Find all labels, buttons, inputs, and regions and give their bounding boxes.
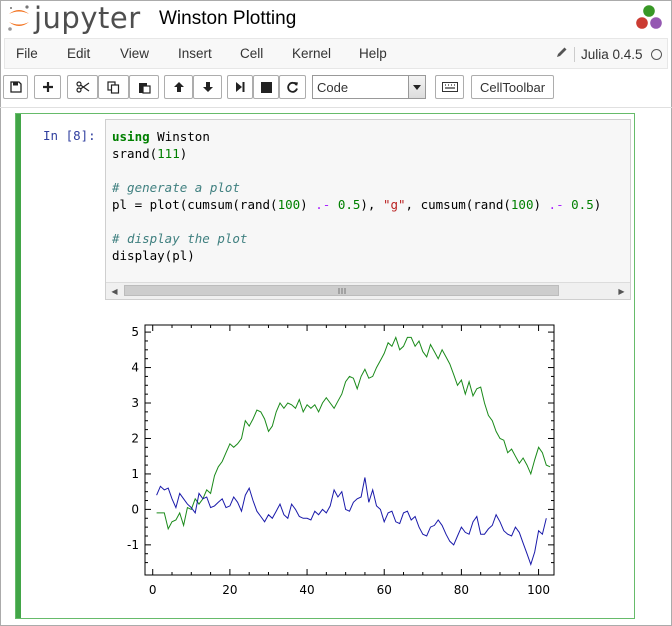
input-prompt: In [8]: — [43, 128, 96, 143]
kernel-idle-icon — [650, 48, 662, 60]
jupyter-logo-icon — [6, 3, 32, 33]
move-up-button[interactable] — [164, 75, 193, 99]
code-comment: # generate a plot — [112, 180, 240, 195]
cell-type-value: Code — [317, 80, 349, 95]
scissors-icon — [75, 81, 89, 93]
scrollbar-thumb[interactable] — [124, 285, 559, 296]
step-forward-icon — [236, 82, 245, 92]
y-tick-label: 1 — [131, 467, 139, 481]
plus-icon — [42, 82, 53, 92]
toolbar: Code CellToolbar — [0, 73, 672, 103]
chevron-down-icon — [408, 76, 425, 98]
x-tick-label: 20 — [222, 583, 237, 597]
x-tick-label: 100 — [527, 583, 550, 597]
copy-button[interactable] — [98, 75, 129, 99]
cell-edit-indicator — [16, 114, 21, 618]
restart-kernel-button[interactable] — [279, 75, 306, 99]
kernel-indicator: Julia 0.4.5 — [556, 45, 662, 63]
scroll-right-icon[interactable]: ▶ — [618, 286, 625, 296]
notebook-name[interactable]: Winston Plotting — [159, 8, 297, 29]
x-tick-label: 0 — [149, 583, 157, 597]
jupyter-logo[interactable]: jupyter — [6, 3, 141, 33]
code-keyword: using — [112, 129, 150, 144]
cut-button[interactable] — [67, 75, 98, 99]
move-down-button[interactable] — [193, 75, 222, 99]
y-tick-label: -1 — [127, 538, 139, 552]
code-comment: # display the plot — [112, 231, 248, 246]
horizontal-scrollbar[interactable]: ◀ ▶ — [106, 282, 630, 299]
code-line: display(pl) — [112, 248, 195, 263]
interrupt-kernel-button[interactable] — [253, 75, 279, 99]
refresh-icon — [287, 81, 298, 93]
arrow-down-icon — [202, 82, 213, 92]
y-tick-label: 0 — [131, 502, 139, 516]
copy-icon — [107, 80, 120, 94]
menu-file[interactable]: File — [16, 46, 38, 61]
arrow-up-icon — [173, 82, 184, 92]
cell-type-select[interactable]: Code — [312, 75, 426, 99]
run-cell-button[interactable] — [227, 75, 253, 99]
menu-cell[interactable]: Cell — [240, 46, 264, 61]
logo-text: jupyter — [34, 1, 141, 35]
insert-cell-button[interactable] — [34, 75, 61, 99]
scroll-left-icon[interactable]: ◀ — [111, 286, 118, 296]
code-editor[interactable]: using Winston srand(111) # generate a pl… — [105, 119, 631, 300]
menu-kernel[interactable]: Kernel — [292, 46, 332, 61]
code-cell[interactable]: In [8]: using Winston srand(111) # gener… — [15, 113, 635, 619]
save-button[interactable] — [3, 75, 28, 99]
julia-kernel-logo-icon — [634, 3, 664, 33]
y-tick-label: 3 — [131, 396, 139, 410]
paste-button[interactable] — [129, 75, 159, 99]
menu-help[interactable]: Help — [359, 46, 387, 61]
code-line: pl = plot(cumsum(rand(100) .- 0.5), "g",… — [112, 197, 602, 212]
pencil-icon[interactable] — [556, 45, 568, 63]
celltoolbar-button[interactable]: CellToolbar — [471, 75, 555, 99]
output-plot: 0 20 40 60 80 100 -1 0 1 2 3 4 5 — [127, 324, 555, 597]
plot-frame — [144, 324, 555, 576]
kernel-name: Julia 0.4.5 — [574, 46, 643, 62]
stop-icon — [260, 81, 272, 93]
keyboard-icon — [441, 82, 458, 92]
x-tick-label: 80 — [454, 583, 469, 597]
x-tick-label: 60 — [377, 583, 392, 597]
menubar: File Edit View Insert Cell Kernel Help J… — [4, 38, 668, 69]
menu-edit[interactable]: Edit — [67, 46, 91, 61]
header-divider — [0, 107, 672, 108]
menu-insert[interactable]: Insert — [178, 46, 212, 61]
y-tick-label: 4 — [131, 361, 139, 375]
code-text[interactable]: using Winston srand(111) # generate a pl… — [112, 128, 601, 264]
series-line-green — [156, 335, 551, 531]
y-tick-label: 5 — [131, 325, 139, 339]
y-tick-label: 2 — [131, 431, 139, 445]
paste-icon — [138, 82, 151, 94]
code-line: using Winston — [112, 129, 210, 144]
menu-view[interactable]: View — [120, 46, 150, 61]
x-tick-label: 40 — [299, 583, 314, 597]
command-palette-button[interactable] — [435, 75, 464, 99]
series-line-blue — [156, 477, 547, 566]
header: jupyter Winston Plotting — [0, 0, 672, 38]
save-icon — [9, 81, 22, 93]
code-line: srand(111) — [112, 146, 188, 161]
